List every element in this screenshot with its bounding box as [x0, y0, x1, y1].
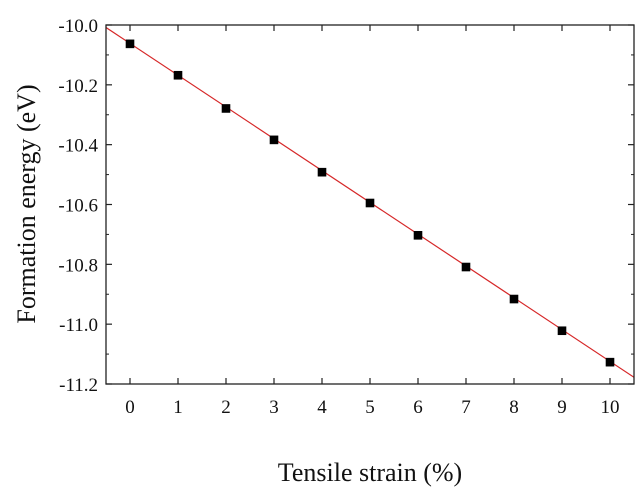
x-tick-label: 0 [125, 397, 135, 418]
x-tick-label: 6 [413, 397, 423, 418]
data-point [509, 294, 519, 304]
y-tick-label: -10.2 [58, 76, 98, 97]
y-axis-title: Formation energy (eV) [12, 84, 41, 323]
y-tick-label: -11.2 [59, 375, 98, 396]
x-tick-label: 7 [461, 397, 471, 418]
y-tick-label: -11.0 [59, 315, 98, 336]
data-point [461, 262, 471, 272]
x-tick-label: 1 [173, 397, 183, 418]
y-tick-label: -10.6 [58, 196, 98, 217]
x-tick-label: 4 [317, 397, 327, 418]
data-point [269, 135, 279, 145]
y-tick-label: -10.8 [58, 255, 98, 276]
y-tick-label: -10.4 [58, 136, 98, 157]
fit-line [106, 26, 634, 379]
x-tick-label: 3 [269, 397, 279, 418]
data-point [317, 167, 327, 177]
x-tick-label: 9 [557, 397, 567, 418]
x-tick-label: 10 [601, 397, 620, 418]
x-tick-label: 2 [221, 397, 231, 418]
data-point [125, 39, 135, 49]
data-point [221, 104, 231, 113]
data-point [173, 70, 183, 80]
x-tick-label: 5 [365, 397, 375, 418]
fit-line-layer [106, 26, 634, 379]
x-tick-label: 8 [509, 397, 519, 418]
axis-ticks: 0 1 2 3 4 5 6 7 8 9 10 -10.0 -10.2 -10.4 -10.6 -10.8 -11… [58, 16, 634, 418]
data-point [365, 198, 375, 208]
y-tick-label: -10.0 [58, 16, 98, 37]
data-point [557, 326, 567, 336]
x-axis-title: Tensile strain (%) [278, 458, 462, 487]
data-point [605, 357, 615, 367]
data-point [413, 231, 423, 240]
data-markers [125, 39, 615, 367]
